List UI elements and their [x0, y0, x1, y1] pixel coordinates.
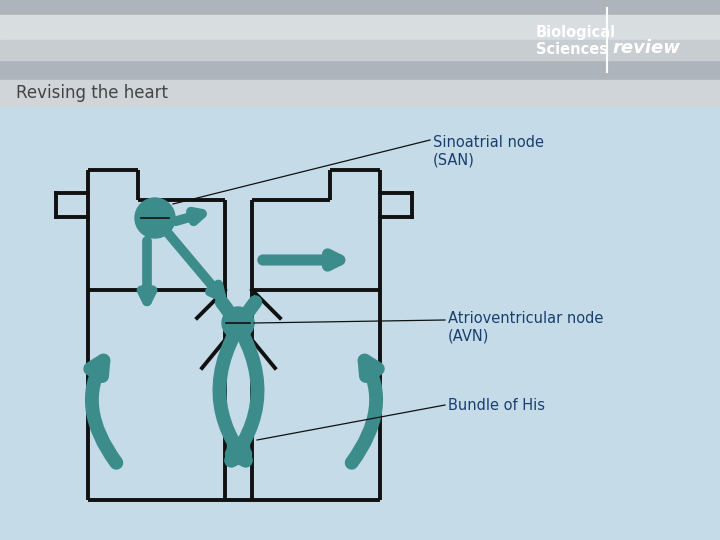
- Circle shape: [135, 198, 175, 238]
- Bar: [0, 15, 720, 55]
- Text: Revising the heart: Revising the heart: [16, 84, 168, 102]
- Circle shape: [222, 307, 254, 339]
- Text: Bundle of His: Bundle of His: [448, 398, 545, 413]
- Bar: [0, 106, 720, 540]
- Text: Sinoatrial node
(SAN): Sinoatrial node (SAN): [433, 135, 544, 167]
- Text: Biological
Sciences: Biological Sciences: [536, 25, 616, 57]
- Text: Atrioventricular node
(AVN): Atrioventricular node (AVN): [448, 311, 603, 343]
- Text: review: review: [612, 39, 680, 57]
- Bar: [0, 0, 720, 80]
- Bar: [0, 80, 720, 106]
- Bar: [0, 40, 720, 60]
